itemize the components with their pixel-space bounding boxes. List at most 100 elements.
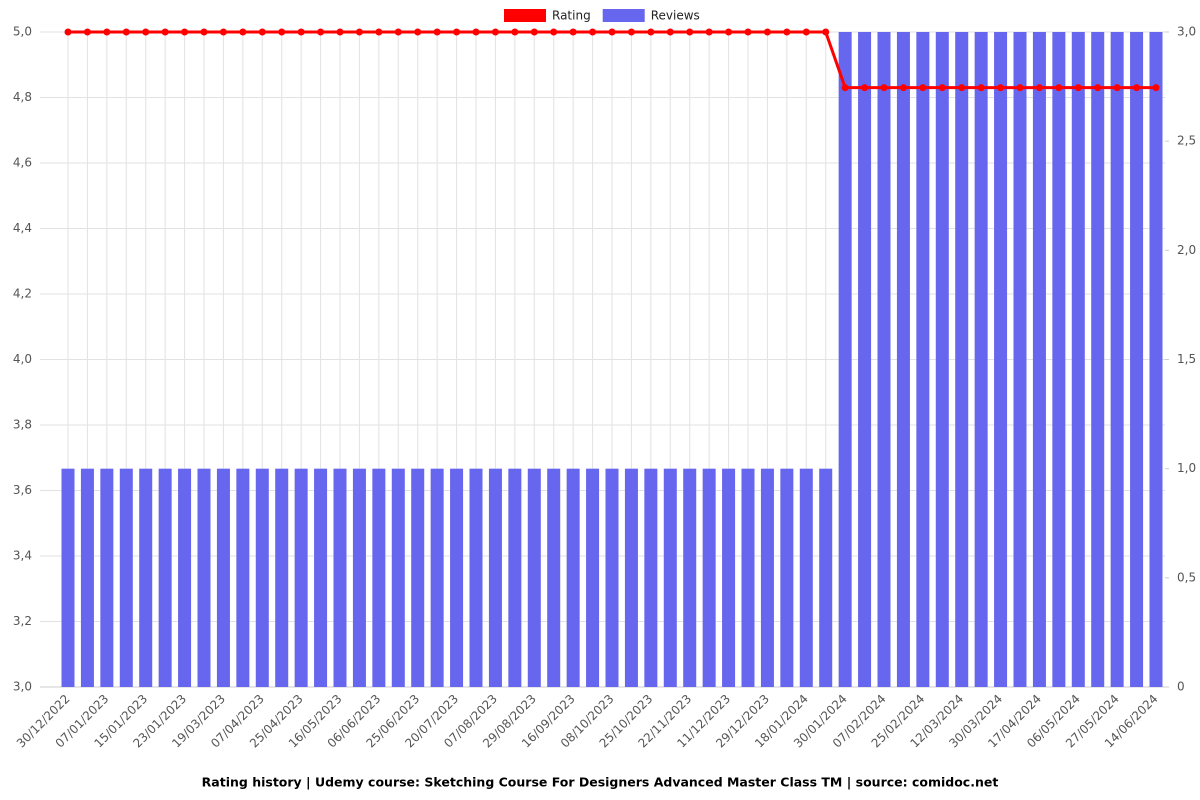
rating-point <box>666 28 674 36</box>
rating-point <box>725 28 733 36</box>
bar <box>1091 32 1105 687</box>
rating-point <box>472 28 480 36</box>
rating-point <box>1113 84 1121 92</box>
y-tick-label: 3,8 <box>13 418 32 432</box>
rating-point <box>763 28 771 36</box>
rating-point <box>103 28 111 36</box>
bar <box>119 468 133 687</box>
rating-point <box>375 28 383 36</box>
bar <box>780 468 794 687</box>
rating-point <box>297 28 305 36</box>
rating-point <box>550 28 558 36</box>
rating-point <box>1094 84 1102 92</box>
bar <box>100 468 114 687</box>
y2-tick-label: 0,5 <box>1177 570 1196 584</box>
bar <box>469 468 483 687</box>
rating-point <box>880 84 888 92</box>
legend-swatch <box>602 9 645 22</box>
legend-label: Rating <box>552 9 591 23</box>
rating-point <box>64 28 72 36</box>
bar <box>411 468 425 687</box>
bar <box>877 32 891 687</box>
bar <box>644 468 658 687</box>
bar <box>1110 32 1124 687</box>
bar <box>760 468 774 687</box>
bar <box>80 468 94 687</box>
rating-point <box>161 28 169 36</box>
bar <box>624 468 638 687</box>
y-tick-label: 4,8 <box>13 90 32 104</box>
rating-point <box>83 28 91 36</box>
rating-point <box>589 28 597 36</box>
bar <box>916 32 930 687</box>
y-tick-label: 4,4 <box>13 221 32 235</box>
bar <box>1032 32 1046 687</box>
bar <box>683 468 697 687</box>
bar <box>1052 32 1066 687</box>
bar <box>527 468 541 687</box>
rating-point <box>1055 84 1063 92</box>
rating-point <box>511 28 519 36</box>
bar <box>314 468 328 687</box>
bar <box>955 32 969 687</box>
bar <box>799 468 813 687</box>
bar <box>586 468 600 687</box>
bar <box>372 468 386 687</box>
rating-point <box>977 84 985 92</box>
bar <box>488 468 502 687</box>
y-tick-label: 4,2 <box>13 287 32 301</box>
rating-point <box>841 84 849 92</box>
y2-tick-label: 2,0 <box>1177 243 1196 257</box>
bar <box>294 468 308 687</box>
rating-point <box>317 28 325 36</box>
rating-point <box>219 28 227 36</box>
rating-point <box>647 28 655 36</box>
bar <box>61 468 75 687</box>
y2-tick-label: 1,0 <box>1177 461 1196 475</box>
bar <box>896 32 910 687</box>
bar <box>858 32 872 687</box>
rating-point <box>783 28 791 36</box>
bar <box>391 468 405 687</box>
rating-point <box>200 28 208 36</box>
y2-tick-label: 2,5 <box>1177 134 1196 148</box>
bar <box>508 468 522 687</box>
y2-tick-label: 0 <box>1177 680 1185 694</box>
rating-point <box>919 84 927 92</box>
rating-point <box>627 28 635 36</box>
bar <box>741 468 755 687</box>
bar <box>450 468 464 687</box>
y-tick-label: 3,0 <box>13 680 32 694</box>
y-tick-label: 5,0 <box>13 25 32 39</box>
rating-point <box>861 84 869 92</box>
bar <box>605 468 619 687</box>
rating-point <box>394 28 402 36</box>
rating-point <box>1074 84 1082 92</box>
rating-point <box>453 28 461 36</box>
bar <box>158 468 172 687</box>
rating-point <box>744 28 752 36</box>
y-tick-label: 3,2 <box>13 614 32 628</box>
bar <box>333 468 347 687</box>
bar <box>1071 32 1085 687</box>
bar <box>974 32 988 687</box>
bar <box>430 468 444 687</box>
rating-point <box>569 28 577 36</box>
bar <box>566 468 580 687</box>
y-tick-label: 4,0 <box>13 352 32 366</box>
bar <box>702 468 716 687</box>
y2-tick-label: 3,0 <box>1177 25 1196 39</box>
rating-point <box>997 84 1005 92</box>
bar <box>1013 32 1027 687</box>
rating-point <box>899 84 907 92</box>
bar <box>178 468 192 687</box>
bar <box>547 468 561 687</box>
bar <box>1130 32 1144 687</box>
y-tick-label: 3,4 <box>13 549 32 563</box>
rating-point <box>530 28 538 36</box>
bar <box>197 468 211 687</box>
rating-point <box>336 28 344 36</box>
rating-point <box>958 84 966 92</box>
rating-point <box>433 28 441 36</box>
rating-point <box>1035 84 1043 92</box>
